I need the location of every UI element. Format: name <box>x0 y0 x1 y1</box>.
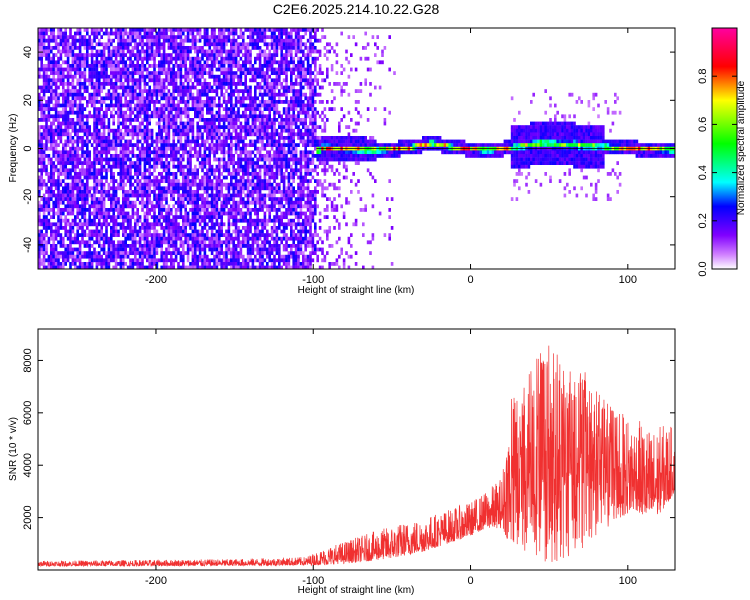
x-tick-label: 100 <box>619 575 637 587</box>
snr-x-ticks: -200 -100 0 100 <box>145 329 637 587</box>
colorbar-tick-label: 0.0 <box>697 261 709 276</box>
x-tick-label: -200 <box>145 274 167 286</box>
x-tick-label: -100 <box>302 575 324 587</box>
snr-x-label: Height of straight line (km) <box>298 585 415 596</box>
spectrogram-x-ticks: -200 -100 0 100 <box>145 28 637 286</box>
colorbar-tick-label: 0.8 <box>697 69 709 84</box>
snr-chart: -200 -100 0 100 2000 4000 6000 8000 Height of … <box>8 328 676 596</box>
colorbar-tick-label: 0.6 <box>697 117 709 132</box>
spectrogram-y-ticks: -40 -20 0 20 40 <box>22 46 675 253</box>
x-tick-label: -100 <box>302 274 324 286</box>
x-tick-label: 100 <box>619 274 637 286</box>
y-tick-label: 20 <box>22 94 34 106</box>
spectrogram-y-label: Frequency (Hz) <box>8 114 19 183</box>
colorbar-label: Normalized spectral amplitude <box>736 80 747 215</box>
x-tick-label: 0 <box>467 274 473 286</box>
spectrogram-cells <box>38 28 675 269</box>
chart-title: C2E6.2025.214.10.22.G28 <box>273 1 440 17</box>
x-tick-label: -200 <box>145 575 167 587</box>
y-tick-label: -20 <box>22 189 34 205</box>
colorbar-ticks: 0.0 0.2 0.4 0.6 0.8 <box>697 69 737 277</box>
y-tick-label: -40 <box>22 237 34 253</box>
snr-frame <box>37 328 676 571</box>
colorbar-tick-label: 0.2 <box>697 213 709 228</box>
colorbar-tick-label: 0.4 <box>697 165 709 180</box>
snr-series-line <box>38 345 675 568</box>
snr-y-ticks: 2000 4000 6000 8000 <box>22 348 675 530</box>
y-tick-label: 4000 <box>22 453 34 477</box>
y-tick-label: 8000 <box>22 348 34 372</box>
y-tick-label: 2000 <box>22 505 34 529</box>
y-tick-label: 6000 <box>22 401 34 425</box>
colorbar-gradient <box>711 27 738 270</box>
colorbar: 0.0 0.2 0.4 0.6 0.8 Normalized spectral ampl… <box>697 27 747 277</box>
snr-y-label: SNR (10 * v/v) <box>8 417 19 481</box>
x-tick-label: 0 <box>467 575 473 587</box>
y-tick-label: 40 <box>22 46 34 58</box>
spectrogram-x-label: Height of straight line (km) <box>298 285 415 296</box>
y-tick-label: 0 <box>22 145 34 151</box>
